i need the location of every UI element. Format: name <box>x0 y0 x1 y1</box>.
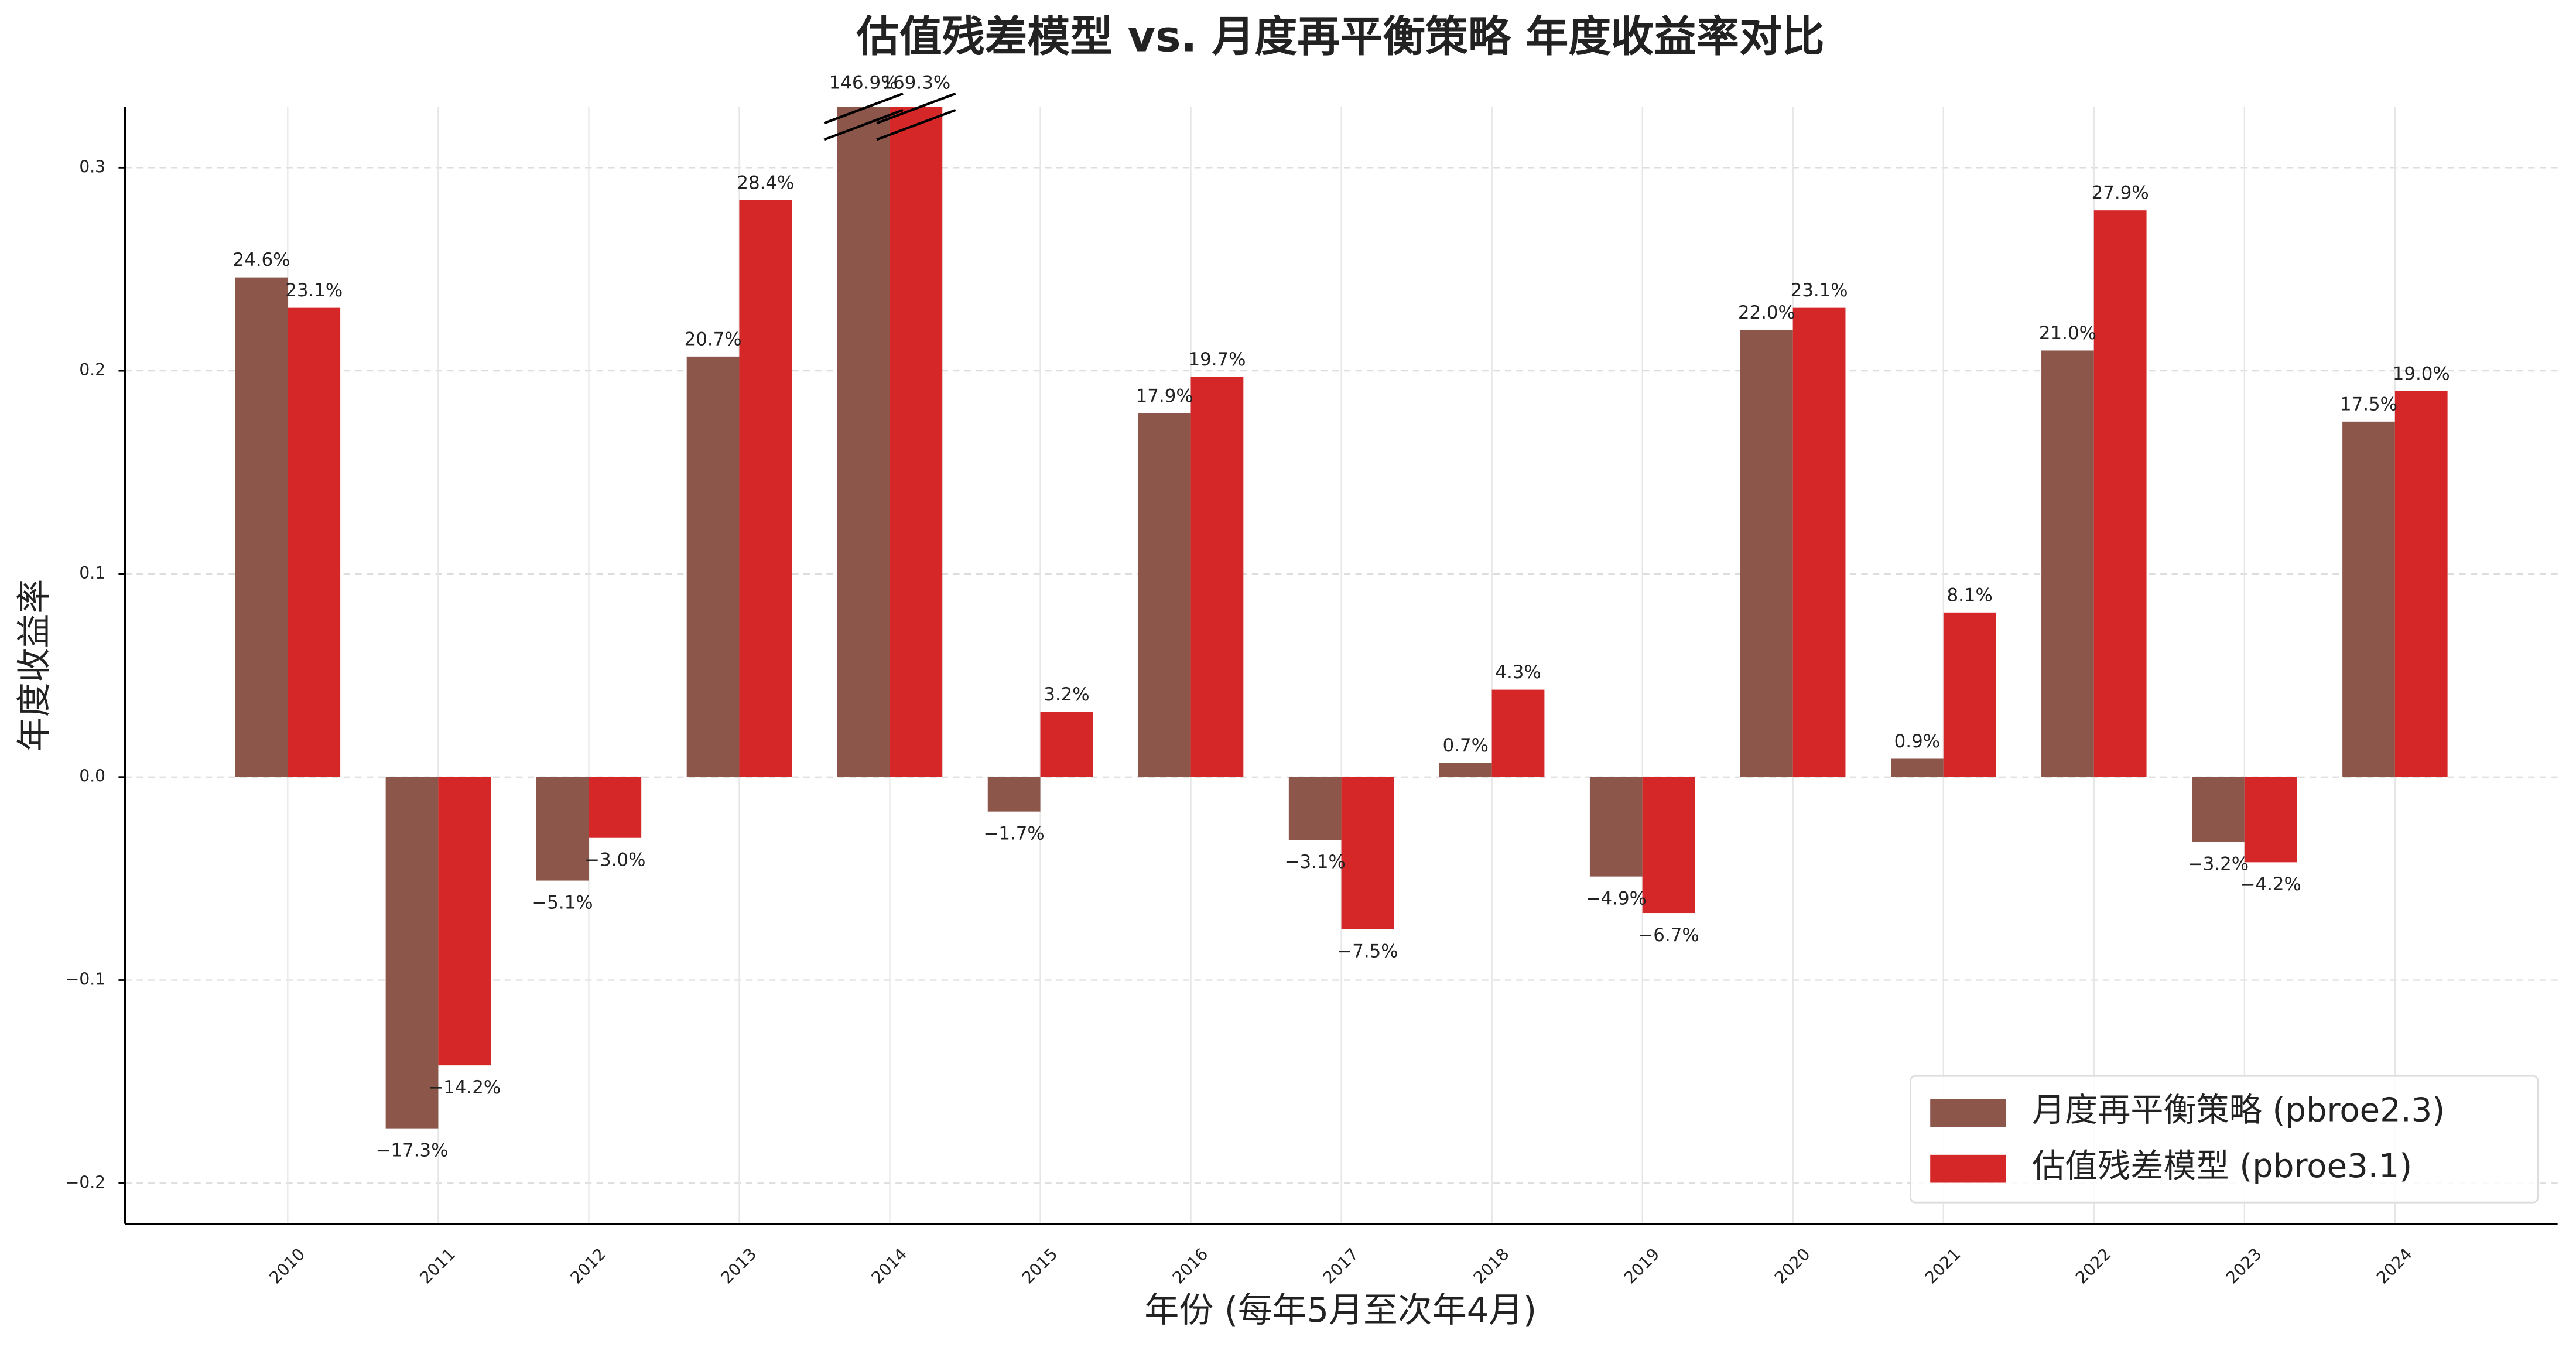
y-tick-label: 0.1 <box>79 563 105 583</box>
bar <box>2041 350 2094 777</box>
value-label: 24.6% <box>232 249 290 271</box>
bar <box>438 777 491 1066</box>
x-tick-label: 2011 <box>416 1245 459 1288</box>
y-tick-label: 0.3 <box>79 157 105 176</box>
grid <box>125 107 2558 1224</box>
value-label: 146.9% <box>829 73 898 94</box>
x-axis-label: 年份 (每年5月至次年4月) <box>1144 1290 1537 1330</box>
legend-box <box>1910 1075 2539 1204</box>
value-label: −6.7% <box>1638 925 1699 946</box>
bar <box>1190 377 1244 777</box>
bar <box>589 777 642 838</box>
bar <box>739 200 792 777</box>
value-label: 21.0% <box>2039 323 2096 344</box>
value-label: −4.2% <box>2240 874 2301 895</box>
bar <box>2093 210 2147 777</box>
bar <box>2394 391 2448 777</box>
x-tick-label: 2012 <box>566 1245 610 1288</box>
value-label: 23.1% <box>1791 280 1848 301</box>
value-label: 169.3% <box>882 73 951 94</box>
legend-swatch <box>1930 1099 2006 1127</box>
x-tick-label: 2015 <box>1018 1245 1062 1288</box>
legend: 月度再平衡策略 (pbroe2.3) 估值残差模型 (pbroe3.1) <box>1910 1075 2539 1204</box>
legend-swatch <box>1930 1154 2006 1183</box>
bar <box>1138 413 1191 777</box>
bar <box>987 777 1041 812</box>
axis-break <box>876 108 956 141</box>
x-tick-label: 2013 <box>717 1245 760 1288</box>
bar <box>1792 307 1846 777</box>
axis-break <box>876 92 956 125</box>
value-label: −3.2% <box>2188 853 2249 874</box>
value-label: −3.1% <box>1285 852 1346 873</box>
bar <box>1891 758 1944 777</box>
bar <box>1642 777 1695 914</box>
y-tick-label: 0.0 <box>79 767 105 786</box>
value-label: 4.3% <box>1495 662 1541 683</box>
value-label: 8.1% <box>1946 584 1992 606</box>
bars <box>235 107 2448 1129</box>
x-tick-label: 2019 <box>1620 1245 1664 1288</box>
x-tick-label: 2017 <box>1319 1245 1363 1288</box>
bar <box>2192 777 2245 842</box>
value-label: 17.9% <box>1136 385 1193 406</box>
x-tick-label: 2022 <box>2072 1245 2115 1288</box>
bar <box>288 307 341 777</box>
x-tick-label: 2021 <box>1921 1245 1965 1288</box>
bar <box>1589 777 1643 877</box>
value-label: −1.7% <box>984 823 1045 844</box>
bar <box>1491 689 1545 777</box>
value-label: 19.7% <box>1188 349 1246 370</box>
x-tick-label: 2020 <box>1771 1245 1814 1288</box>
value-label: 20.7% <box>685 329 742 350</box>
x-tick-label: 2010 <box>265 1245 309 1288</box>
bar <box>385 777 439 1129</box>
value-label: 19.0% <box>2393 363 2450 384</box>
x-tick-label: 2014 <box>868 1245 911 1288</box>
value-label: −7.5% <box>1337 941 1398 962</box>
value-label: 28.4% <box>737 172 794 193</box>
legend-label: 月度再平衡策略 (pbroe2.3) <box>2032 1092 2445 1130</box>
value-label: 17.5% <box>2340 394 2397 415</box>
value-label: −5.1% <box>532 892 593 913</box>
bar <box>1288 777 1342 840</box>
y-tick-label: 0.2 <box>79 360 105 380</box>
bar <box>235 277 288 777</box>
bar <box>686 356 740 777</box>
bar <box>2342 421 2395 777</box>
value-label: 0.9% <box>1894 731 1940 752</box>
value-label: −17.3% <box>376 1140 449 1161</box>
bar <box>837 107 890 777</box>
value-label: −14.2% <box>428 1077 501 1098</box>
bar <box>1341 777 1394 929</box>
chart-title: 估值残差模型 vs. 月度再平衡策略 年度收益率对比 <box>856 12 1825 61</box>
value-label: 3.2% <box>1044 684 1089 705</box>
bar <box>1439 763 1492 777</box>
axis-break <box>823 108 904 141</box>
bar <box>890 107 943 777</box>
y-axis-label: 年度收益率 <box>13 579 54 751</box>
y-tick-label: −0.1 <box>66 969 105 989</box>
y-tick-label: −0.2 <box>66 1172 105 1192</box>
value-label: 22.0% <box>1738 302 1795 323</box>
x-tick-label: 2018 <box>1470 1245 1513 1288</box>
legend-label: 估值残差模型 (pbroe3.1) <box>2032 1147 2412 1185</box>
x-tick-label: 2023 <box>2222 1245 2266 1288</box>
x-tick-label: 2024 <box>2373 1245 2416 1288</box>
x-tick-label: 2016 <box>1169 1245 1212 1288</box>
bar <box>1740 330 1793 777</box>
bar <box>536 777 589 881</box>
value-label: 0.7% <box>1443 735 1489 756</box>
bar <box>2244 777 2297 863</box>
axis-break <box>823 92 904 125</box>
value-label: −3.0% <box>584 850 645 871</box>
value-label: −4.9% <box>1586 888 1647 909</box>
value-label: 27.9% <box>2092 183 2149 204</box>
value-label: 23.1% <box>285 280 343 301</box>
bar <box>1040 712 1093 777</box>
bar <box>1943 612 1996 777</box>
